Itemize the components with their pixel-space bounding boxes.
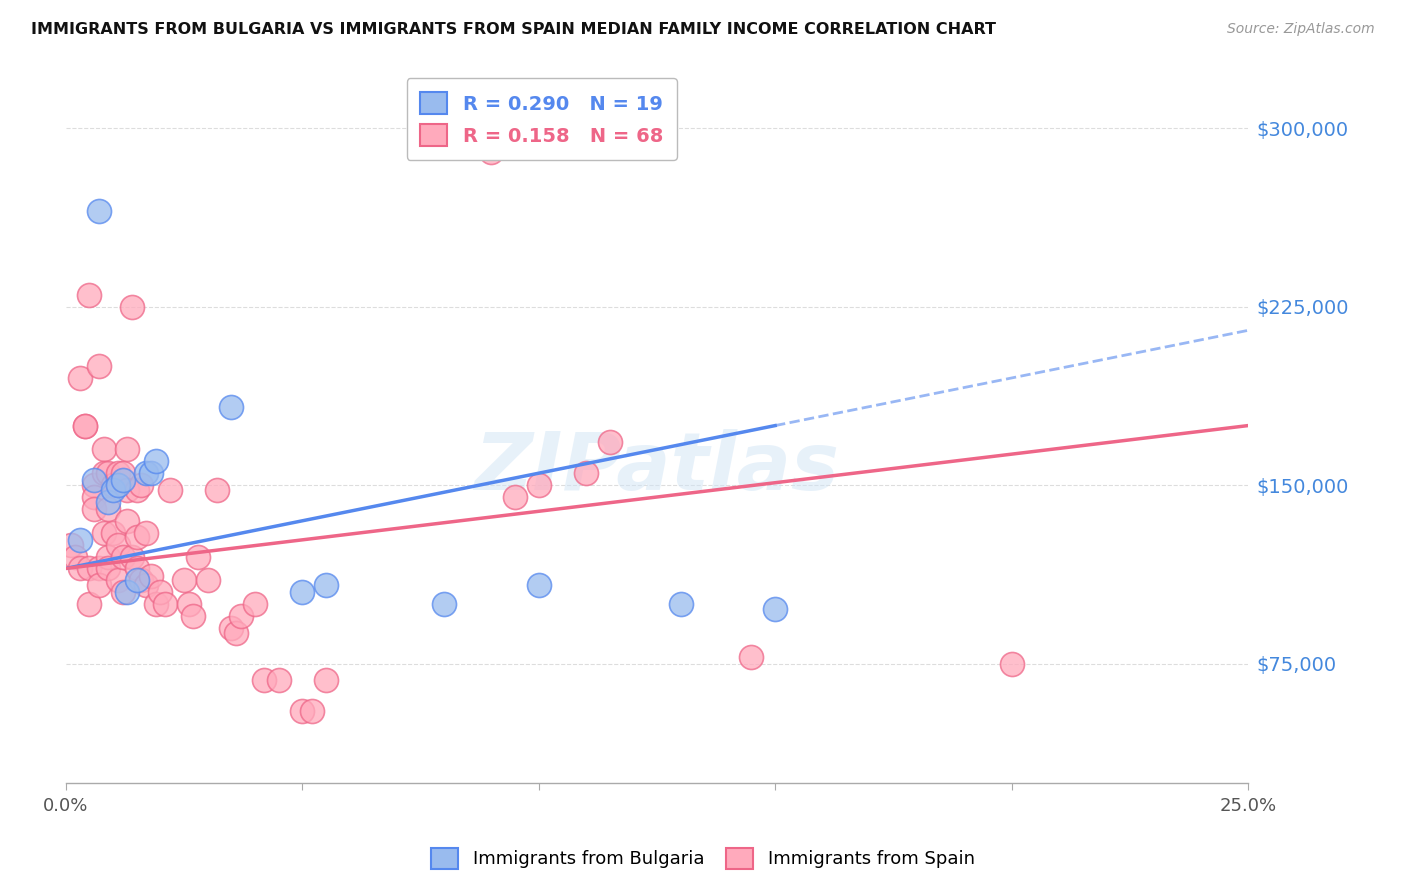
Legend: Immigrants from Bulgaria, Immigrants from Spain: Immigrants from Bulgaria, Immigrants fro… (425, 840, 981, 876)
Point (221, 621, 243, 635)
Point (117, 442, 139, 457)
Point (79, 597, 101, 611)
Point (87, 359, 110, 373)
Point (527, 578, 550, 592)
Point (111, 585, 134, 599)
Point (135, 466, 157, 480)
Point (145, 454, 167, 468)
Text: Source: ZipAtlas.com: Source: ZipAtlas.com (1227, 22, 1375, 37)
Point (111, 474, 134, 488)
Point (503, 490, 526, 504)
Point (117, 514, 139, 528)
Point (149, 585, 172, 599)
Point (93, 525, 115, 540)
Point (83, 502, 105, 516)
Point (173, 574, 195, 588)
Point (527, 478, 550, 492)
Point (121, 549, 143, 564)
Point (177, 597, 200, 611)
Point (107, 478, 129, 492)
Point (125, 561, 148, 575)
Point (59, 538, 82, 552)
Point (79, 287, 101, 301)
Point (669, 597, 692, 611)
Point (107, 574, 129, 588)
Point (79, 561, 101, 575)
Point (153, 597, 176, 611)
Point (83, 478, 105, 492)
Point (433, 597, 456, 611)
Point (599, 435, 621, 450)
Point (131, 478, 153, 492)
Point (111, 549, 134, 564)
Point (93, 466, 115, 480)
Point (131, 574, 153, 588)
Point (97, 466, 120, 480)
Point (575, 466, 598, 480)
Point (69, 533, 91, 547)
Point (125, 574, 148, 588)
Point (73, 418, 96, 433)
Point (117, 483, 139, 497)
Point (111, 466, 134, 480)
Point (183, 609, 205, 624)
Point (83, 490, 105, 504)
Point (763, 602, 786, 616)
Point (253, 673, 276, 688)
Point (221, 400, 243, 414)
Point (97, 561, 120, 575)
Point (479, 145, 502, 159)
Point (107, 538, 129, 552)
Point (83, 474, 105, 488)
Point (69, 371, 91, 385)
Point (139, 568, 162, 582)
Point (93, 442, 115, 457)
Point (87, 578, 110, 592)
Point (145, 597, 167, 611)
Text: ZIPatlas: ZIPatlas (474, 429, 839, 508)
Point (225, 625, 247, 640)
Point (117, 585, 139, 599)
Point (267, 673, 290, 688)
Point (121, 300, 143, 314)
Point (159, 483, 181, 497)
Legend: R = 0.290   N = 19, R = 0.158   N = 68: R = 0.290 N = 19, R = 0.158 N = 68 (406, 78, 676, 160)
Point (97, 495, 120, 509)
Point (243, 597, 266, 611)
Point (87, 204, 110, 219)
Point (315, 578, 337, 592)
Point (125, 531, 148, 545)
Point (87, 561, 110, 575)
Point (205, 483, 228, 497)
Point (101, 525, 124, 540)
Point (229, 609, 252, 624)
Point (135, 578, 157, 592)
Text: IMMIGRANTS FROM BULGARIA VS IMMIGRANTS FROM SPAIN MEDIAN FAMILY INCOME CORRELATI: IMMIGRANTS FROM BULGARIA VS IMMIGRANTS F… (31, 22, 995, 37)
Point (315, 673, 337, 688)
Point (73, 418, 96, 433)
Point (107, 466, 129, 480)
Point (65, 549, 87, 564)
Point (291, 585, 314, 599)
Point (101, 478, 124, 492)
Point (97, 549, 120, 564)
Point (291, 704, 314, 718)
Point (101, 483, 124, 497)
Point (1000, 657, 1022, 671)
Point (135, 525, 157, 540)
Point (301, 704, 323, 718)
Point (139, 466, 162, 480)
Point (69, 561, 91, 575)
Point (97, 502, 120, 516)
Point (197, 574, 219, 588)
Point (187, 549, 209, 564)
Point (740, 649, 762, 664)
Point (125, 483, 148, 497)
